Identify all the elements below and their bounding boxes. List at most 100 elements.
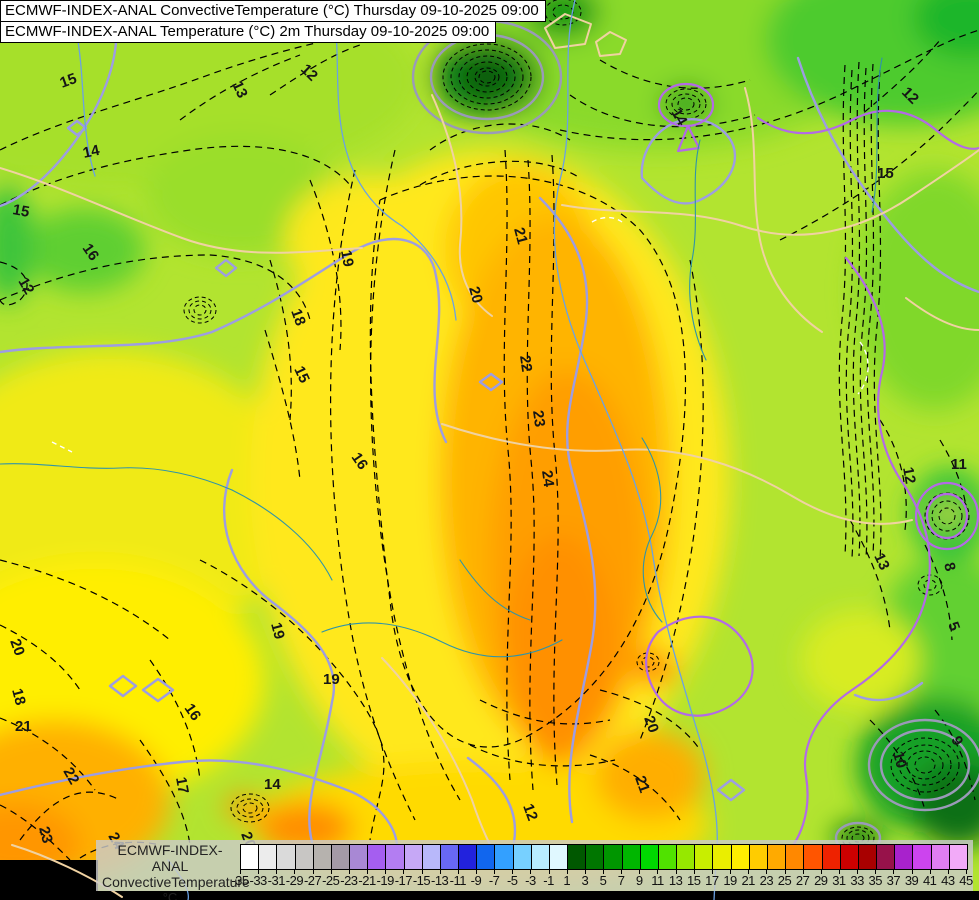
colorbar-tick-label: -19 (376, 873, 395, 888)
colorbar-tick (621, 869, 623, 874)
contour-label: 21 (15, 718, 32, 735)
colorbar-tick-label: -23 (340, 873, 358, 888)
colorbar (240, 844, 968, 870)
colorbar-cell (931, 845, 950, 869)
colorbar-tick (512, 869, 514, 874)
colorbar-cell (877, 845, 896, 869)
contour-label: 18 (8, 687, 29, 708)
contour-label: 14 (668, 106, 691, 130)
colorbar-tick (294, 869, 296, 874)
colorbar-tick-label: -17 (394, 873, 413, 888)
colorbar-cell (459, 845, 478, 869)
contour-label: 15 (290, 364, 312, 386)
colorbar-cell (858, 845, 878, 869)
contour-label: 15 (58, 70, 79, 92)
colorbar-cell (622, 845, 641, 869)
colorbar-tick-label: 9 (635, 873, 643, 888)
colorbar-cell (822, 845, 841, 869)
colorbar-tick (403, 869, 405, 874)
colorbar-cell (713, 845, 732, 869)
contour-label: 12 (519, 802, 541, 823)
contour-label: 19 (267, 621, 288, 642)
legend-text-column: ECMWF-INDEX-ANAL ConvectiveTemperature °… (102, 842, 250, 900)
colorbar-tick-label: 11 (651, 873, 664, 888)
colorbar-tick (730, 869, 732, 874)
colorbar-cell (731, 845, 750, 869)
colorbar-tick-label: -21 (358, 873, 376, 888)
colorbar-tick-label: 27 (795, 873, 810, 888)
colorbar-cell (895, 845, 914, 869)
colorbar-cell (949, 845, 967, 869)
contour-label: 16 (348, 450, 371, 473)
colorbar-cell (368, 845, 387, 869)
colorbar-tick (911, 869, 913, 874)
colorbar-cell (586, 845, 605, 869)
colorbar-tick-label: 45 (959, 873, 973, 888)
contour-label: 21 (631, 774, 653, 795)
colorbar-cell (695, 845, 714, 869)
colorbar-cell (259, 845, 278, 869)
colorbar-cell (840, 845, 859, 869)
contour-label: 20 (640, 714, 662, 735)
colorbar-tick-label: -9 (470, 873, 482, 888)
colorbar-cell (640, 845, 659, 869)
colorbar-tick (475, 869, 477, 874)
colorbar-tick-label: 3 (581, 873, 589, 888)
colorbar-tick-label: -35 (231, 873, 249, 888)
colorbar-cell (386, 845, 405, 869)
colorbar-tick (584, 869, 586, 874)
colorbar-tick-label: 5 (599, 873, 607, 888)
contour-label: 21 (510, 226, 531, 247)
colorbar-tick-label: 31 (832, 873, 846, 888)
contour-label: 12 (15, 275, 38, 298)
colorbar-tick (838, 869, 840, 874)
colorbar-tick (312, 869, 314, 874)
contour-label: 13 (870, 551, 892, 573)
colorbar-tick (330, 869, 332, 874)
colorbar-tick-label: -1 (543, 873, 554, 888)
colorbar-cell (404, 845, 423, 869)
colorbar-cell (331, 845, 351, 869)
colorbar-tick (857, 869, 859, 874)
colorbar-tick-label: -7 (488, 873, 500, 888)
colorbar-tick (240, 869, 241, 874)
colorbar-tick-label: 7 (617, 873, 625, 888)
contour-label: 16 (181, 701, 204, 724)
colorbar-tick-label: -3 (525, 873, 536, 888)
colorbar-tick (258, 869, 260, 874)
colorbar-tick-label: 21 (741, 873, 755, 888)
contour-label: 15 (11, 201, 30, 221)
border-lines (645, 82, 979, 860)
colorbar-tick-label: -11 (449, 873, 467, 888)
colorbar-tick (439, 869, 441, 874)
colorbar-tick-label: 1 (563, 873, 571, 888)
colorbar-cell (422, 845, 441, 869)
legend-panel: ECMWF-INDEX-ANAL ConvectiveTemperature °… (96, 840, 973, 900)
colorbar-tick (929, 869, 931, 874)
colorbar-tick-label: 13 (668, 873, 683, 888)
colorbar-tick-label: 35 (868, 873, 883, 888)
colorbar-tick (348, 869, 350, 874)
colorbar-tick-label: 37 (886, 873, 901, 888)
contour-label: 10 (889, 750, 910, 771)
colorbar-cell (786, 845, 805, 869)
colorbar-tick (784, 869, 786, 874)
map-bottom-mask (0, 891, 979, 900)
colorbar-tick (603, 869, 604, 874)
colorbar-tick-label: 29 (814, 873, 828, 888)
colorbar-tick-label: -29 (285, 873, 304, 888)
colorbar-cell (658, 845, 678, 869)
colorbar-cell (440, 845, 460, 869)
colorbar-tick (421, 869, 423, 874)
contour-label: 14 (264, 776, 281, 793)
legend-units: °C (162, 890, 178, 900)
colorbar-cell (913, 845, 932, 869)
colorbar-tick-label: 41 (922, 873, 937, 888)
colorbar-tick-label: -25 (322, 873, 340, 888)
colorbar-tick (548, 869, 550, 874)
colorbar-tick-label: 25 (777, 873, 792, 888)
river-lines-secondary (0, 57, 883, 658)
contour-label: 15 (877, 165, 894, 182)
colorbar-cell (568, 845, 587, 869)
